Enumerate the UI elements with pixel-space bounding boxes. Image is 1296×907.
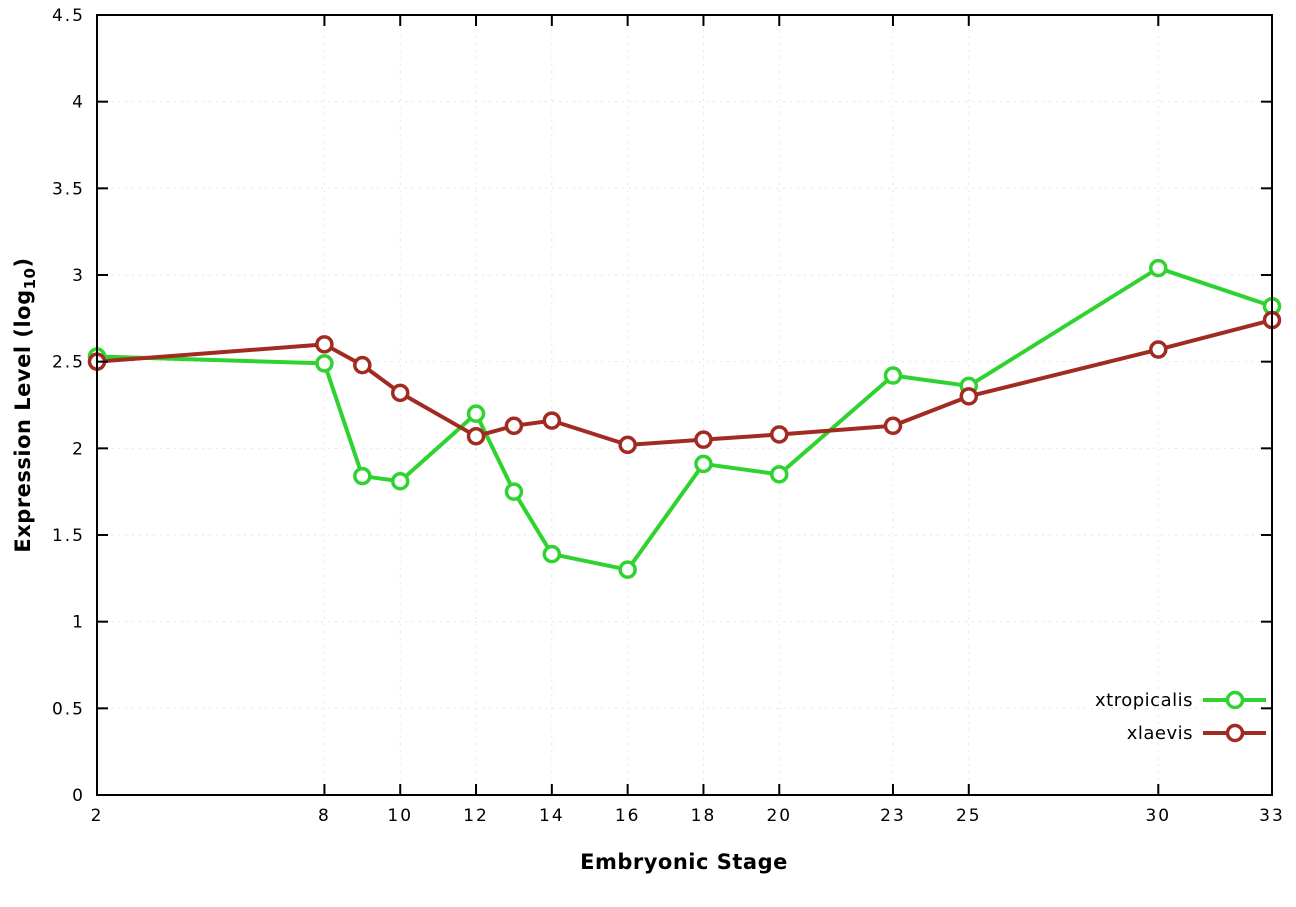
- data-point-xtropicalis: [694, 454, 713, 474]
- y-tick-label: 3: [72, 266, 85, 286]
- plot-border: [96, 14, 1273, 796]
- data-point-xtropicalis: [315, 354, 334, 373]
- legend-layer: xtropicalis xlaevis: [1095, 690, 1266, 744]
- data-point-xlaevis: [694, 430, 713, 449]
- data-point-xlaevis: [504, 416, 524, 436]
- data-point-xtropicalis: [504, 482, 524, 501]
- x-tick-label: 16: [615, 806, 641, 826]
- y-tick-label: 4: [72, 93, 85, 113]
- data-point-xtropicalis: [353, 466, 372, 486]
- series-line-xtropicalis: [95, 266, 1274, 572]
- x-tick-label: 8: [318, 806, 331, 826]
- data-point-xlaevis: [618, 435, 637, 455]
- x-tick-label: 33: [1259, 806, 1285, 826]
- y-tick-label: 0: [72, 786, 85, 806]
- data-point-xlaevis: [542, 411, 562, 430]
- data-point-xlaevis: [353, 355, 372, 375]
- data-point-xtropicalis: [883, 366, 903, 385]
- data-point-xlaevis: [1149, 340, 1168, 359]
- y-tick-label: 1: [72, 613, 85, 633]
- data-point-xlaevis: [315, 335, 334, 354]
- data-point-xtropicalis: [466, 404, 486, 423]
- x-tick-label: 18: [691, 806, 717, 826]
- legend-label-xlaevis: xlaevis: [1127, 723, 1193, 744]
- data-point-xlaevis: [959, 387, 979, 406]
- grid-layer: [96, 14, 1273, 796]
- y-tick-label: 2: [72, 439, 85, 459]
- data-point-xlaevis: [770, 425, 789, 444]
- axis-layer: 2 8 10 12 14 16 18 20 23 25 30 33 0 0.5 1 1.5 2 2.5 3 3.5 4 4…: [52, 6, 1285, 826]
- y-tick-label: 2.5: [52, 353, 85, 373]
- y-tick-label: 3.5: [52, 179, 85, 199]
- data-point-xtropicalis: [542, 544, 562, 564]
- y-tick-label: 1.5: [52, 526, 85, 546]
- data-point-xtropicalis: [390, 472, 410, 491]
- data-point-xlaevis: [466, 426, 486, 446]
- data-point-xtropicalis: [618, 560, 637, 579]
- x-tick-label: 2: [91, 806, 104, 826]
- y-axis-label: Expression Level (log10): [11, 257, 39, 552]
- x-axis-label: Embryonic Stage: [580, 850, 788, 874]
- x-tick-label: 14: [539, 806, 565, 826]
- series-line-xlaevis: [95, 318, 1274, 447]
- y-tick-label: 0.5: [52, 699, 85, 719]
- legend-sample-marker-xlaevis: [1225, 723, 1245, 743]
- data-point-xlaevis: [390, 383, 410, 403]
- series-layer: [87, 258, 1282, 579]
- x-tick-label: 10: [387, 806, 413, 826]
- x-tick-label: 25: [956, 806, 982, 826]
- data-point-xlaevis: [883, 416, 903, 436]
- x-tick-label: 23: [880, 806, 906, 826]
- x-tick-label: 30: [1145, 806, 1171, 826]
- y-tick-label: 4.5: [52, 6, 85, 26]
- x-tick-label: 12: [463, 806, 489, 826]
- x-tick-label: 20: [766, 806, 792, 826]
- legend-sample-marker-xtropicalis: [1225, 690, 1245, 710]
- legend-label-xtropicalis: xtropicalis: [1095, 690, 1193, 711]
- data-point-xtropicalis: [1149, 258, 1168, 278]
- data-point-xtropicalis: [770, 465, 789, 484]
